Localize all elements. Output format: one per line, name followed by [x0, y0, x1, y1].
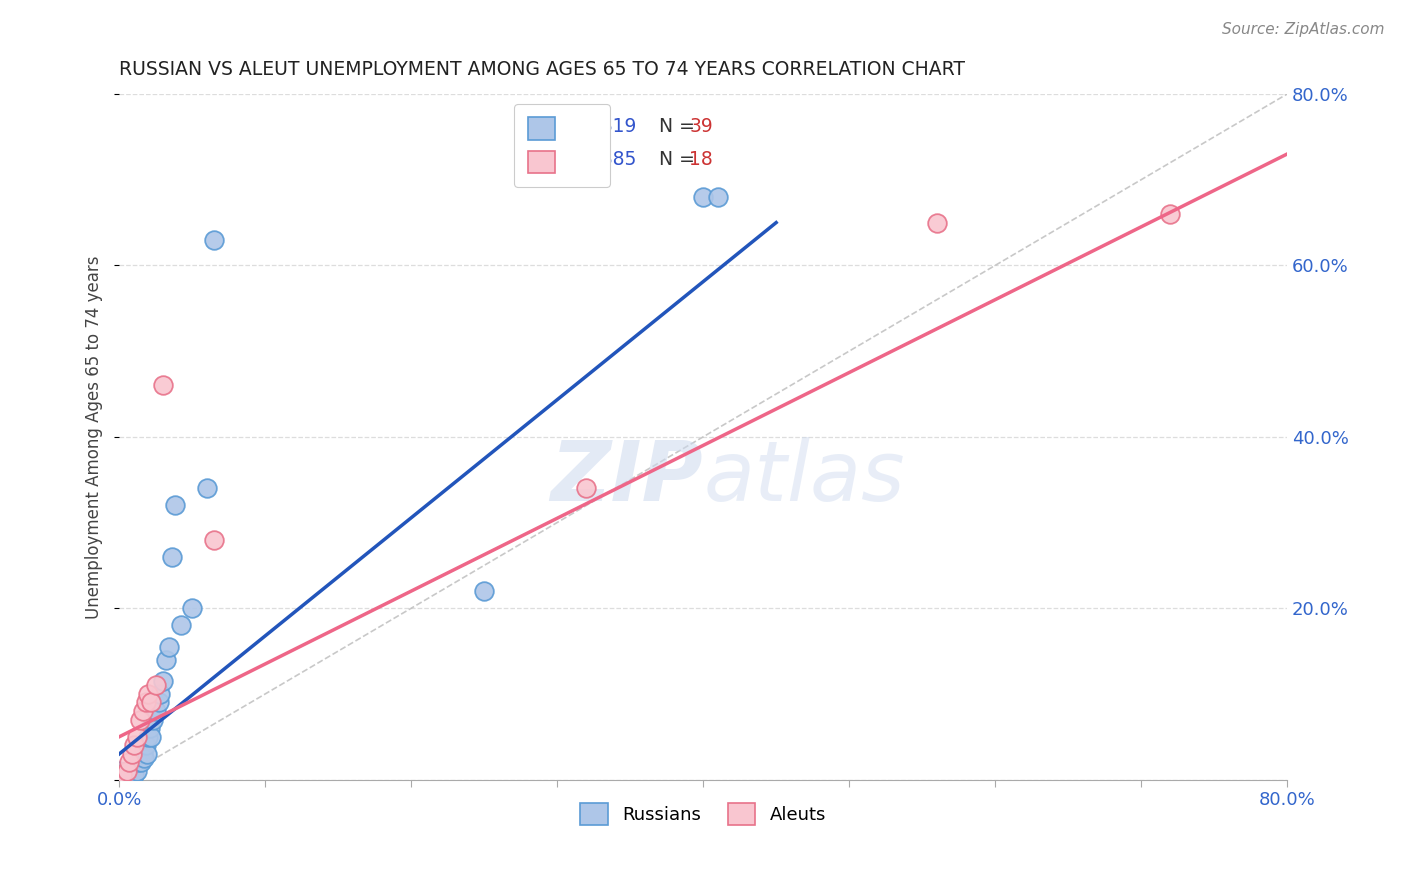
- Point: [121, 747, 143, 761]
- Point: [131, 747, 153, 761]
- Text: R =: R =: [547, 118, 588, 136]
- Point: [115, 764, 138, 778]
- Text: ZIP: ZIP: [551, 437, 703, 518]
- Point: [108, 765, 131, 780]
- Text: atlas: atlas: [703, 437, 905, 518]
- Y-axis label: Unemployment Among Ages 65 to 74 years: Unemployment Among Ages 65 to 74 years: [86, 255, 103, 618]
- Point: [181, 601, 204, 615]
- Point: [136, 747, 159, 761]
- Point: [148, 696, 170, 710]
- Point: [135, 739, 157, 753]
- Point: [195, 481, 218, 495]
- Legend: Russians, Aleuts: Russians, Aleuts: [574, 796, 834, 832]
- Point: [108, 772, 131, 787]
- Point: [163, 499, 186, 513]
- Point: [707, 190, 730, 204]
- Point: [120, 764, 142, 778]
- Point: [138, 730, 160, 744]
- Text: RUSSIAN VS ALEUT UNEMPLOYMENT AMONG AGES 65 TO 74 YEARS CORRELATION CHART: RUSSIAN VS ALEUT UNEMPLOYMENT AMONG AGES…: [120, 60, 966, 78]
- Point: [132, 751, 155, 765]
- Text: 39: 39: [689, 118, 713, 136]
- Point: [138, 687, 160, 701]
- Text: Source: ZipAtlas.com: Source: ZipAtlas.com: [1222, 22, 1385, 37]
- Point: [117, 765, 139, 780]
- Text: N =: N =: [647, 150, 702, 169]
- Point: [112, 768, 135, 782]
- Point: [125, 764, 148, 778]
- Point: [125, 730, 148, 744]
- Point: [122, 768, 145, 782]
- Point: [128, 713, 150, 727]
- Point: [121, 765, 143, 780]
- Point: [142, 713, 165, 727]
- Point: [157, 640, 180, 654]
- Point: [129, 756, 152, 770]
- Point: [141, 696, 163, 710]
- Point: [139, 721, 162, 735]
- Point: [108, 772, 131, 787]
- Point: [122, 739, 145, 753]
- Point: [169, 618, 191, 632]
- Point: [118, 756, 141, 770]
- Point: [122, 764, 145, 778]
- Point: [141, 730, 163, 744]
- Point: [145, 704, 167, 718]
- Point: [118, 768, 141, 782]
- Text: R =: R =: [547, 150, 588, 169]
- Point: [155, 653, 177, 667]
- Point: [127, 756, 149, 770]
- Point: [149, 687, 172, 701]
- Text: 0.819: 0.819: [583, 118, 637, 136]
- Point: [472, 584, 495, 599]
- Point: [108, 764, 131, 778]
- Text: 18: 18: [689, 150, 713, 169]
- Point: [152, 378, 174, 392]
- Point: [1159, 207, 1181, 221]
- Point: [152, 674, 174, 689]
- Point: [131, 704, 153, 718]
- Point: [115, 764, 138, 778]
- Text: 0.885: 0.885: [583, 150, 637, 169]
- Point: [135, 696, 157, 710]
- Point: [692, 190, 714, 204]
- Point: [202, 233, 225, 247]
- Point: [202, 533, 225, 547]
- Point: [925, 216, 948, 230]
- Point: [145, 678, 167, 692]
- Point: [108, 768, 131, 782]
- Point: [575, 481, 598, 495]
- Text: N =: N =: [647, 118, 702, 136]
- Point: [160, 549, 183, 564]
- Point: [112, 772, 135, 787]
- Point: [111, 768, 134, 782]
